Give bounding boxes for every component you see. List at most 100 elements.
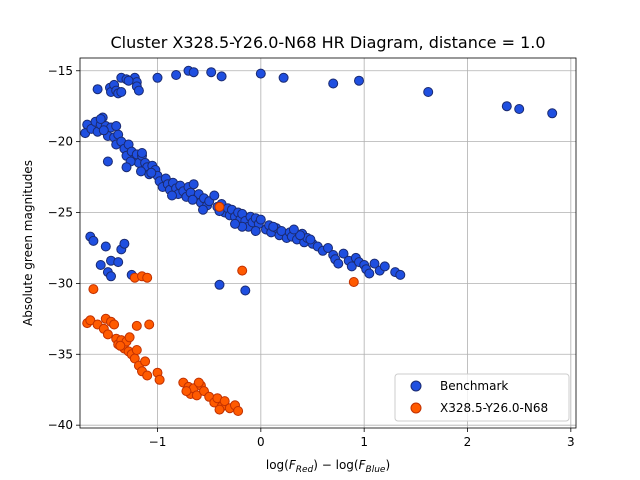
cluster-point [142, 272, 153, 283]
benchmark-point [146, 167, 157, 178]
benchmark-point [305, 234, 316, 245]
x-label-part-1: log( [266, 458, 289, 472]
cluster-point [193, 377, 204, 388]
benchmark-point [255, 214, 266, 225]
benchmark-point [100, 241, 111, 252]
benchmark-point [278, 72, 289, 83]
x-label-part-3: Red [296, 465, 314, 475]
benchmark-point [113, 257, 124, 268]
benchmark-point [206, 67, 217, 78]
benchmark-point [188, 179, 199, 190]
benchmark-point [547, 108, 558, 119]
cluster-point [348, 277, 359, 287]
benchmark-point [136, 166, 146, 177]
benchmark-point [214, 279, 225, 290]
chart-title: Cluster X328.5-Y26.0-N68 HR Diagram, dis… [110, 33, 545, 52]
y-tick-label: −15 [48, 64, 73, 78]
benchmark-point [167, 190, 177, 201]
benchmark-point [364, 268, 375, 279]
cluster-point [115, 340, 126, 351]
x-label-part-4: ) − log( [313, 458, 358, 472]
benchmark-point [333, 258, 344, 269]
benchmark-point [323, 243, 333, 253]
x-tick-label: 3 [567, 435, 575, 449]
legend-marker-cluster [410, 402, 422, 414]
y-tick-label: −25 [48, 206, 73, 220]
x-tick-label: 1 [360, 435, 368, 449]
benchmark-point [501, 101, 512, 112]
y-axis-label: Absolute green magnitudes [21, 160, 35, 326]
benchmark-point [187, 194, 198, 205]
benchmark-point [152, 72, 163, 83]
benchmark-point [95, 114, 106, 124]
cluster-point [214, 201, 225, 212]
grid-lines [80, 58, 576, 428]
y-tick-label: −30 [48, 276, 73, 290]
cluster-point [219, 396, 230, 407]
benchmark-point [102, 156, 113, 167]
benchmark-point [240, 285, 251, 296]
benchmark-point [106, 271, 116, 282]
benchmark-point [121, 162, 132, 173]
legend: Benchmark X328.5-Y26.0-N68 [394, 373, 570, 422]
benchmark-point [395, 269, 406, 280]
benchmark-point [188, 67, 199, 78]
x-tick-label: 2 [464, 435, 472, 449]
legend-box [394, 373, 570, 422]
axis-ticks: −1 0 1 2 3 −15 −20 −25 −30 −35 −40 [48, 64, 575, 449]
benchmark-point [98, 125, 109, 136]
benchmark-point [338, 248, 349, 259]
benchmark-point [88, 235, 99, 246]
benchmark-point [514, 104, 525, 114]
x-axis-label: log(FRed) − log(FBlue) [266, 458, 390, 475]
benchmark-point [295, 230, 306, 241]
benchmark-point [198, 204, 208, 215]
scatter-points [80, 65, 558, 416]
cluster-point [233, 406, 244, 416]
benchmark-point [346, 261, 357, 272]
cluster-point [237, 265, 248, 276]
y-tick-label: −20 [48, 135, 73, 149]
cluster-point [102, 329, 113, 340]
cluster-point [88, 284, 99, 295]
benchmark-point [119, 238, 130, 249]
benchmark-point [111, 121, 122, 131]
benchmark-point [123, 75, 134, 86]
benchmark-point [209, 190, 220, 201]
benchmark-point [288, 224, 299, 235]
cluster-point [181, 386, 192, 397]
benchmark-point [268, 221, 279, 232]
benchmark-point [133, 85, 144, 96]
x-label-part-2: F [289, 458, 297, 472]
x-label-part-6: Blue [366, 465, 386, 475]
cluster-point [191, 390, 202, 401]
legend-marker-benchmark [410, 380, 422, 392]
legend-label-cluster: X328.5-Y26.0-N68 [440, 401, 548, 415]
x-tick-label: 0 [257, 435, 265, 449]
x-tick-label: −1 [149, 435, 167, 449]
benchmark-point [328, 78, 339, 89]
cluster-point [144, 319, 155, 330]
x-label-part-7: ) [385, 458, 390, 472]
benchmark-point [137, 148, 147, 158]
benchmark-point [423, 87, 434, 97]
benchmark-point [171, 70, 182, 80]
benchmark-point [92, 84, 103, 95]
benchmark-point [216, 71, 227, 82]
cluster-point [142, 370, 153, 381]
cluster-point [131, 320, 142, 331]
benchmark-point [230, 218, 240, 229]
cluster-point [140, 356, 151, 367]
cluster-point [214, 404, 225, 415]
benchmark-point [116, 87, 127, 97]
x-label-part-5: F [359, 458, 367, 472]
benchmark-point [255, 68, 266, 79]
benchmark-point [250, 226, 261, 236]
cluster-point [154, 374, 165, 385]
cluster-point [124, 332, 135, 343]
legend-label-benchmark: Benchmark [440, 379, 508, 393]
cluster-point [85, 315, 96, 326]
benchmark-point [379, 261, 390, 272]
y-tick-label: −35 [48, 347, 73, 361]
